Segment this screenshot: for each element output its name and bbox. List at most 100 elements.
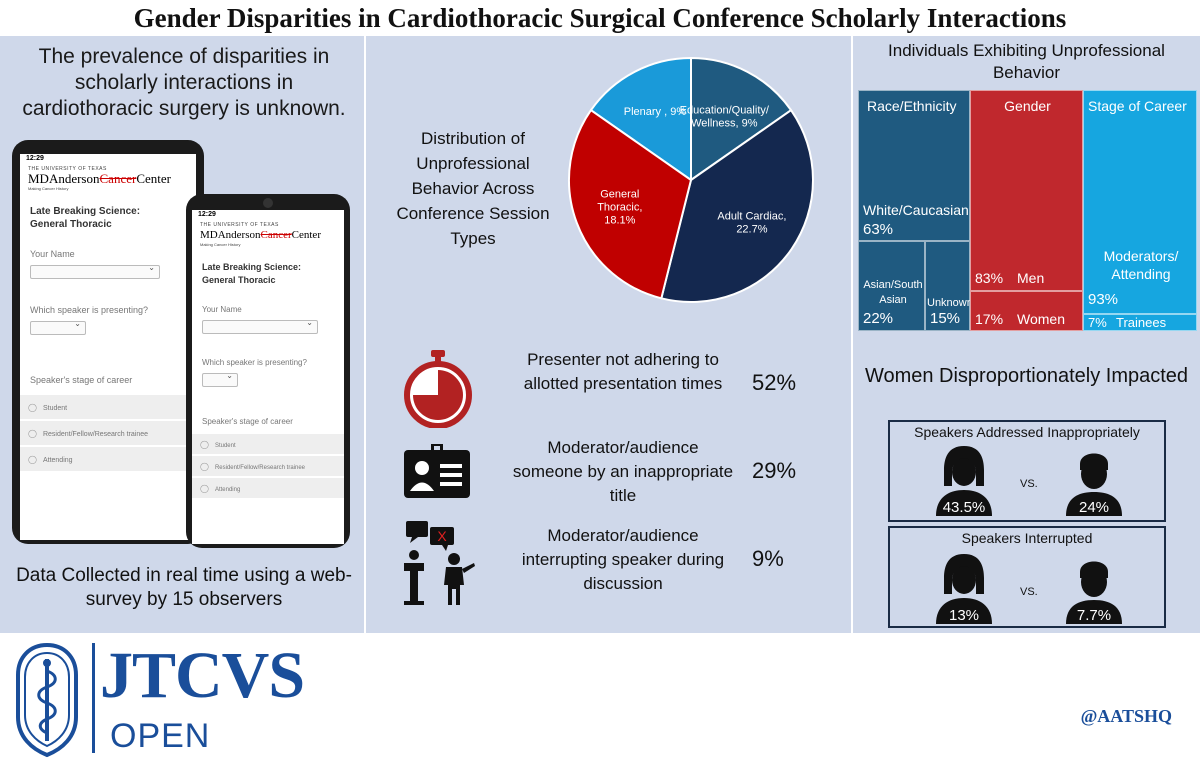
pie-slice-label: Education/Quality/Wellness, 9% <box>680 105 770 130</box>
behavior-treemap: Race/Ethnicity White/Caucasian 63% Asian… <box>858 90 1197 331</box>
journal-sub: OPEN <box>110 717 211 755</box>
logo-part-a: MDAnderson <box>28 171 100 186</box>
option-resident[interactable]: Resident/Fellow/Research trainee <box>20 421 196 447</box>
logo-part-b: Cancer <box>99 171 137 186</box>
option-attending[interactable]: Attending <box>20 447 196 473</box>
pie-slice-label: Adult Cardiac, 22.7% <box>717 211 786 236</box>
metric-value-title: 29% <box>752 458 797 483</box>
pie-slice-label: Plenary , 9% <box>624 106 687 118</box>
logo-part-c: Center <box>291 229 321 241</box>
pie-slice <box>568 108 693 300</box>
middle-panel: Distribution of Unprofessional Behavior … <box>366 36 851 633</box>
white-value: 63% <box>863 221 894 238</box>
option-student-front[interactable]: Student <box>192 434 344 456</box>
white-label: White/Caucasian <box>863 202 969 218</box>
unknown-label: Unknown <box>927 297 973 309</box>
addressed-vs: VS. <box>1020 478 1038 490</box>
status-time-front: 12:29 <box>198 211 216 218</box>
name-label: Your Name <box>30 249 75 259</box>
career-header: Stage of Career <box>1088 98 1187 114</box>
mdanderson-logo: MDAndersonCancerCenter <box>20 172 196 186</box>
addressed-men-value: 24% <box>1078 499 1110 516</box>
addressed-title: Speakers Addressed Inappropriately <box>914 424 1140 440</box>
camera-dot <box>263 198 273 208</box>
logo-part-c: Center <box>136 171 171 186</box>
metric-row-title: Moderator/audience someone by an inappro… <box>392 436 832 516</box>
survey-phone-back: 12:29 THE UNIVERSITY OF TEXAS MDAnderson… <box>12 140 204 544</box>
unknown-value: 15% <box>930 310 961 327</box>
moderators-label: Moderators/ Attending <box>1103 248 1179 282</box>
metric-row-time: Presenter not adhering to allotted prese… <box>392 348 832 428</box>
race-header: Race/Ethnicity <box>867 98 957 114</box>
stage-label: Speaker's stage of career <box>30 375 133 385</box>
intro-text: The prevalence of disparities in scholar… <box>22 45 346 120</box>
woman-badge-wrap: 13% <box>932 552 996 624</box>
speaker-select[interactable] <box>30 319 86 335</box>
trainees-value: 7% <box>1088 315 1107 330</box>
gender-men-cell: Gender 83% Men <box>970 90 1083 291</box>
id-badge-icon <box>404 444 470 498</box>
gender-women-cell: 17% Women <box>970 291 1083 331</box>
option-attending-front[interactable]: Attending <box>192 478 344 500</box>
woman-icon <box>936 446 992 516</box>
women-label: Women <box>1017 311 1065 327</box>
phone-screen: 12:29 THE UNIVERSITY OF TEXAS MDAnderson… <box>20 154 196 540</box>
race-unknown-cell: Unknown 15% <box>925 241 973 331</box>
name-select-front[interactable] <box>202 318 318 334</box>
metric-label-time: Presenter not adhering to allotted prese… <box>523 350 723 393</box>
race-white-cell: Race/Ethnicity White/Caucasian 63% <box>858 90 970 241</box>
twitter-handle[interactable]: @AATSHQ <box>1080 706 1172 726</box>
metric-label-interrupt: Moderator/audience interrupting speaker … <box>521 526 725 593</box>
pie-slice <box>660 108 814 303</box>
option-resident-front[interactable]: Resident/Fellow/Research trainee <box>192 456 344 478</box>
name-select[interactable] <box>30 263 160 279</box>
option-student[interactable]: Student <box>20 395 196 421</box>
interruption-icon: X <box>404 521 475 605</box>
logo-divider <box>92 643 95 753</box>
addressed-comparison: Speakers Addressed Inappropriately 43.5%… <box>888 420 1166 522</box>
pie-slice <box>589 56 692 182</box>
speaker-select-front[interactable] <box>202 371 238 387</box>
stage-label-front: Speaker's stage of career <box>202 417 293 426</box>
metric-value-interrupt: 9% <box>752 546 784 571</box>
man-icon <box>1066 561 1122 624</box>
asian-label: Asian/South Asian <box>863 279 923 306</box>
race-asian-cell: Asian/South Asian 22% <box>858 241 925 331</box>
interrupted-title: Speakers Interrupted <box>961 530 1093 546</box>
career-trainees-cell: 7% Trainees <box>1083 314 1197 331</box>
right-panel: Individuals Exhibiting Unprofessional Be… <box>853 36 1200 633</box>
phone-screen-front: 12:29 THE UNIVERSITY OF TEXAS MDAnderson… <box>192 210 344 544</box>
mdanderson-logo-front: MDAndersonCancerCenter <box>192 228 344 242</box>
page-title: Gender Disparities in Cardiothoracic Sur… <box>0 0 1200 36</box>
tagline: Making Cancer History <box>28 186 69 191</box>
logo-part-a: MDAnderson <box>200 229 261 241</box>
survey-phone-front: 12:29 THE UNIVERSITY OF TEXAS MDAnderson… <box>186 194 350 548</box>
pie-slice-label: General Thoracic, 18.1% <box>597 189 642 227</box>
metric-row-interrupt: X Moderator/audience interrupting speake… <box>392 521 832 605</box>
speaker-label: Which speaker is presenting? <box>30 305 149 315</box>
svg-text:X: X <box>437 528 447 544</box>
woman-badge-wrap: 43.5% <box>932 444 996 516</box>
moderators-value: 93% <box>1088 291 1119 308</box>
man-icon <box>1066 453 1122 516</box>
interrupted-comparison: Speakers Interrupted 13% VS. 7.7% <box>888 526 1166 628</box>
stopwatch-icon <box>404 350 472 428</box>
status-time: 12:29 <box>26 155 44 162</box>
university-text-front: THE UNIVERSITY OF TEXAS <box>200 222 279 228</box>
speaker-label-front: Which speaker is presenting? <box>202 358 307 367</box>
aats-seal-icon <box>16 642 78 758</box>
metric-label-title: Moderator/audience someone by an inappro… <box>512 438 734 505</box>
form-title: Late Breaking Science: General Thoracic <box>30 206 141 230</box>
woman-icon <box>936 554 992 624</box>
women-impact-title: Women Disproportionately Impacted <box>864 365 1189 387</box>
interrupted-men-value: 7.7% <box>1076 607 1112 624</box>
man-badge-wrap: 7.7% <box>1062 552 1126 624</box>
asian-value: 22% <box>863 310 894 327</box>
addressed-women-value: 43.5% <box>942 499 986 516</box>
women-value: 17% <box>975 311 1004 327</box>
metric-value-time: 52% <box>752 370 797 395</box>
trainees-label: Trainees <box>1116 315 1167 330</box>
career-moderators-cell: Stage of Career Moderators/ Attending 93… <box>1083 90 1197 314</box>
logo-part-b: Cancer <box>260 229 292 241</box>
men-label: Men <box>1017 270 1045 286</box>
